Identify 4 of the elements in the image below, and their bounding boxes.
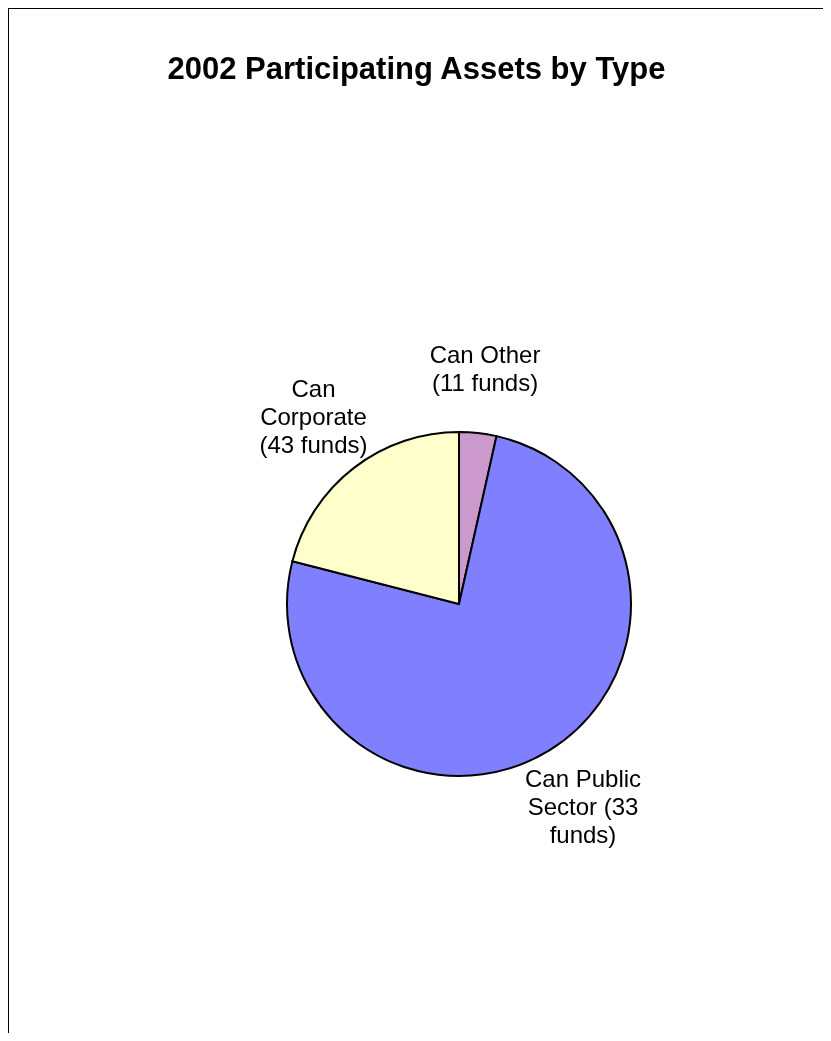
- slice-label: Can Corporate (43 funds): [259, 374, 368, 458]
- chart-title: 2002 Participating Assets by Type: [166, 51, 667, 87]
- slice-label: Can Other (11 funds): [429, 340, 541, 396]
- slice-label: Can Public Sector (33 funds): [524, 764, 642, 848]
